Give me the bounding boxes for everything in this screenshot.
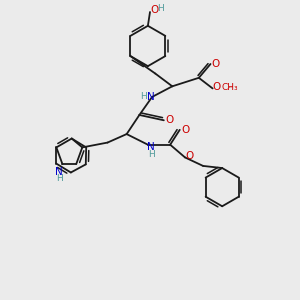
- Text: N: N: [147, 142, 155, 152]
- Text: O: O: [185, 152, 194, 161]
- Text: N: N: [147, 92, 155, 102]
- Text: O: O: [181, 125, 189, 135]
- Text: CH₃: CH₃: [221, 83, 238, 92]
- Text: methyl: methyl: [229, 87, 234, 88]
- Text: N: N: [56, 167, 63, 176]
- Text: H: H: [157, 4, 164, 13]
- Text: H: H: [148, 150, 154, 159]
- Text: O: O: [150, 5, 158, 15]
- Text: O: O: [212, 59, 220, 69]
- Text: O: O: [213, 82, 221, 92]
- Text: H: H: [56, 174, 63, 183]
- Text: H: H: [140, 92, 147, 101]
- Text: O: O: [165, 115, 173, 125]
